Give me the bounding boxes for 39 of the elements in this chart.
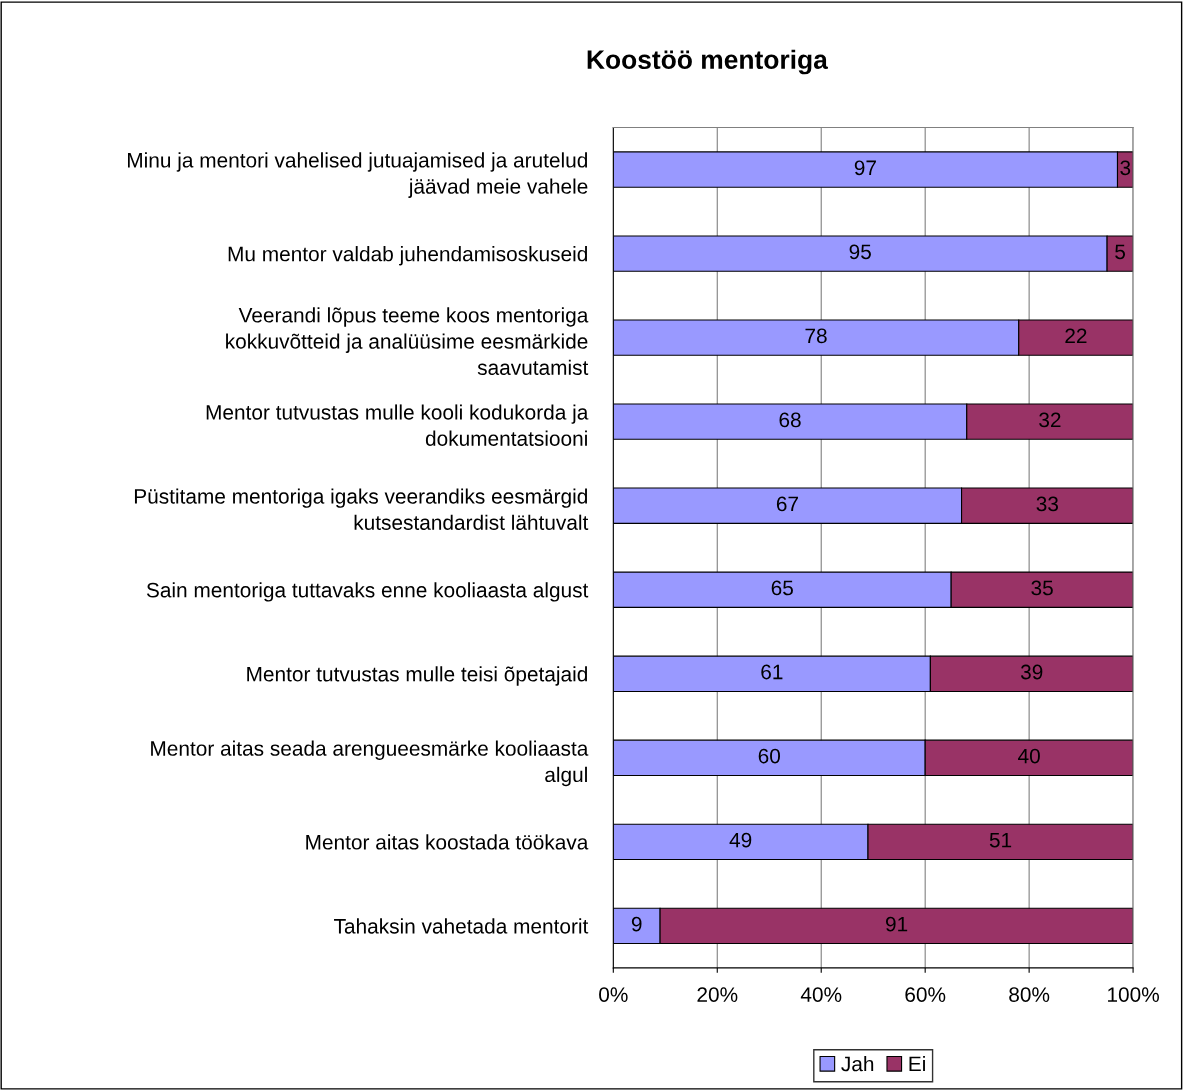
data-label: 97 xyxy=(854,160,876,176)
data-label: 51 xyxy=(989,832,1012,848)
x-tick-label: 80% xyxy=(1009,987,1050,1002)
data-label: 5 xyxy=(1115,244,1126,260)
x-tick-label: 0% xyxy=(599,987,628,1002)
y-tick-label: Mentor aitas seada arengueesmärke kooliaasta algul xyxy=(151,740,589,787)
data-label: 95 xyxy=(849,244,871,260)
legend-label: Jah xyxy=(841,1056,874,1072)
data-label: 35 xyxy=(1031,580,1053,596)
data-label: 9 xyxy=(631,916,642,932)
x-tick-label: 20% xyxy=(697,987,738,1002)
y-tick-label: Sain mentoriga tuttavaks enne kooliaasta algust xyxy=(146,582,589,602)
data-label: 40 xyxy=(1018,748,1040,764)
data-label: 22 xyxy=(1065,328,1087,344)
data-label: 68 xyxy=(779,412,801,428)
data-label: 39 xyxy=(1020,664,1043,680)
x-tick-label: 40% xyxy=(800,987,842,1002)
y-tick-label: Mu mentor valdab juhendamisoskuseid xyxy=(228,246,587,266)
x-tick-label: 60% xyxy=(905,987,946,1002)
data-label: 65 xyxy=(771,580,793,596)
data-label: 67 xyxy=(776,496,798,512)
data-label: 49 xyxy=(729,832,752,848)
data-label: 32 xyxy=(1039,412,1061,428)
y-tick-label: Minu ja mentori vahelised jutuajamised ja arutelud jäävad meie vahele xyxy=(128,152,588,198)
data-label: 61 xyxy=(761,664,783,680)
x-tick-label: 100% xyxy=(1108,987,1159,1002)
y-tick-label: Mentor tutvustas mulle kooli kodukorda ja dokumentatsiooni xyxy=(206,404,589,446)
y-tick-label: Mentor tutvustas mulle teisi õpetajaid xyxy=(247,666,587,686)
data-label: 91 xyxy=(885,916,908,932)
data-label: 3 xyxy=(1120,160,1131,176)
y-tick-label: Mentor aitas koostada töökava xyxy=(306,834,589,850)
y-tick-label: Veerandi lõpus teeme koos mentoriga kokkuvõtteid ja analüüsime eesmärkide saavutamist xyxy=(226,307,589,375)
chart-title: Koostöö mentoriga xyxy=(587,49,828,75)
y-tick-label: Püstitame mentoriga igaks veerandiks eesmärgid kutsestandardist lähtuvalt xyxy=(134,488,589,530)
data-label: 60 xyxy=(758,748,781,764)
data-label: 33 xyxy=(1036,496,1058,512)
y-tick-label: Tahaksin vahetada mentorit xyxy=(334,918,589,934)
data-label: 78 xyxy=(805,328,827,344)
legend-label: Ei xyxy=(909,1056,925,1072)
